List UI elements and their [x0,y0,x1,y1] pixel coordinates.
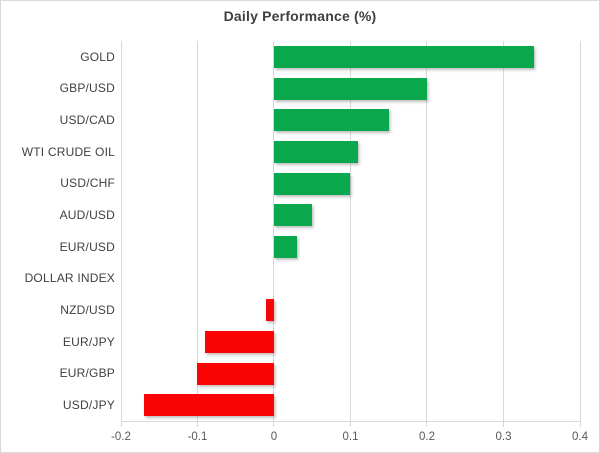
category-label: AUD/USD [59,208,115,223]
gridline [273,41,275,421]
x-tick-mark [350,421,351,427]
bar [273,140,359,163]
category-label: WTI CRUDE OIL [21,144,115,159]
x-tick-label: -0.2 [111,431,131,443]
category-label: USD/CHF [60,176,115,191]
gridline [503,41,504,421]
bar [273,204,313,227]
bar [273,235,297,258]
bar [273,109,389,132]
gridline [196,41,198,421]
gridline [426,41,428,421]
bar [273,77,427,100]
x-tick-label: 0 [270,431,278,443]
category-label: USD/CAD [59,113,115,128]
bar [205,330,274,353]
category-label: EUR/JPY [62,334,115,349]
x-tick-label: 0.1 [342,431,359,443]
x-tick-label: -0.1 [187,431,208,443]
category-label: GOLD [80,49,115,64]
x-tick-mark [120,421,122,427]
chart-title: Daily Performance (%) [223,8,377,24]
bar [273,45,535,68]
gridline [579,41,581,421]
x-tick-label: 0.3 [495,431,512,443]
category-label: GBP/USD [59,81,115,96]
x-tick-mark [273,421,275,427]
bar [266,299,274,322]
plot-area: -0.2 -0.1 0 0.1 0.2 0.3 0.4 [111,41,588,443]
x-tick-mark [579,421,581,427]
category-labels: GOLD GBP/USD USD/CAD WTI CRUDE OIL USD/CHF AU… [1,41,115,421]
category-label: EUR/USD [59,239,115,254]
x-tick-mark [426,421,428,427]
bar [273,172,351,195]
x-tick-label: 0.4 [572,431,588,443]
category-label: DOLLAR INDEX [24,271,115,286]
x-tick-mark [196,421,198,427]
bar [197,362,274,385]
x-tick-mark [503,421,504,427]
category-label: USD/JPY [62,398,115,413]
gridline [120,41,122,421]
bar [143,394,274,417]
category-label: NZD/USD [60,303,115,318]
category-label: EUR/GBP [59,366,115,381]
gridline [350,41,351,421]
x-tick-label: 0.2 [418,431,435,443]
